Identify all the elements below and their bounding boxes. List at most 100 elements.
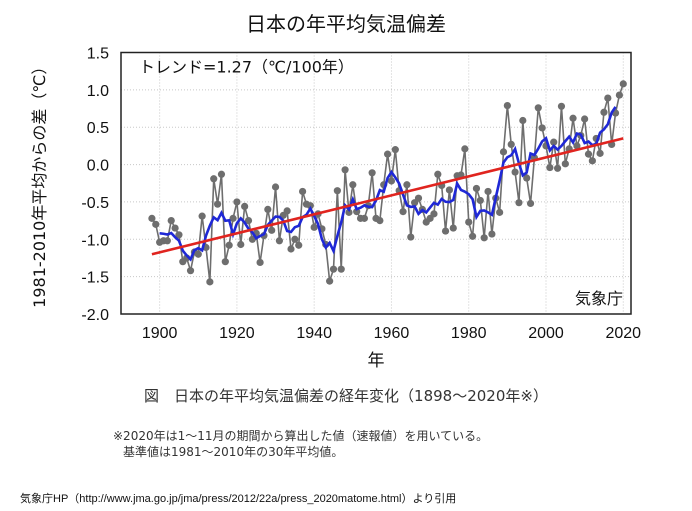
source-citation: 気象庁HP（http://www.jma.go.jp/jma/press/201… (20, 493, 457, 505)
annual-point (515, 199, 523, 207)
annual-point (383, 150, 392, 158)
annual-point (403, 181, 411, 189)
annual-point (526, 199, 535, 208)
annual-point (229, 214, 237, 222)
trend-line (151, 137, 624, 256)
annual-point (584, 150, 593, 158)
running-mean-series (159, 106, 617, 262)
annual-point (194, 250, 202, 258)
annual-point (268, 226, 276, 234)
annual-point (186, 267, 195, 275)
y-tick-label: 1.0 (87, 83, 109, 100)
annual-point (349, 181, 357, 189)
annual-point (476, 196, 484, 205)
annual-point (298, 187, 307, 196)
x-tick-label: 2020 (605, 325, 641, 342)
annual-point (237, 240, 245, 249)
annual-point (275, 237, 284, 245)
annual-point (496, 208, 504, 216)
annual-point (399, 208, 407, 216)
annual-point (213, 200, 222, 208)
annual-point (295, 241, 303, 249)
annual-point (538, 124, 546, 132)
annual-point (553, 164, 562, 172)
annual-point (248, 235, 256, 243)
annual-point (337, 265, 345, 273)
chart: 1.5 1.0 0.5 0.0 -0.5 -1.0 -1.5 -2.0 1900 1920 194… (30, 46, 641, 372)
annual-point (414, 194, 423, 202)
grid (121, 52, 631, 314)
annual-point (600, 108, 608, 116)
y-tick-label: -2.0 (81, 307, 109, 324)
x-tick-label: 2000 (528, 325, 564, 342)
x-tick-label: 1920 (219, 325, 255, 342)
annual-point (519, 116, 527, 125)
annual-point (152, 220, 160, 228)
annual-point (507, 140, 515, 148)
annual-point (619, 80, 627, 88)
x-tick-label: 1980 (451, 325, 487, 342)
source-annotation: 気象庁 (575, 289, 623, 308)
annual-point (163, 237, 171, 245)
annual-point (175, 231, 183, 239)
annual-point (391, 146, 399, 154)
y-tick-label: -1.5 (81, 270, 109, 287)
annual-point (503, 101, 511, 110)
annual-point (604, 94, 612, 102)
annual-point (546, 163, 554, 172)
annual-point (206, 278, 214, 286)
y-tick-label: -1.0 (81, 232, 109, 249)
plot-frame (120, 51, 632, 315)
annual-series (148, 80, 627, 286)
note-line: ※2020年は1〜11月の期間から算出した値（速報値）を用いている。 (113, 429, 489, 443)
annual-point (264, 205, 272, 213)
annual-point (241, 202, 249, 211)
annual-point (329, 265, 338, 273)
annual-point (511, 168, 519, 176)
annual-point (523, 174, 531, 182)
running-mean-line (159, 106, 617, 262)
annual-point (225, 241, 233, 249)
annual-point (441, 227, 450, 235)
trend-series (151, 137, 624, 256)
y-tick-label: 1.5 (87, 46, 109, 63)
annual-point (345, 208, 353, 216)
annual-point (221, 258, 229, 266)
annual-point (341, 166, 349, 174)
note-line: 基準値は1981〜2010年の30年平均値。 (123, 445, 344, 459)
annual-point (472, 184, 481, 193)
annual-point (488, 230, 496, 238)
annual-point (326, 277, 334, 285)
annual-point (233, 198, 241, 206)
annual-point (171, 224, 179, 232)
annual-point (167, 217, 175, 225)
annual-point (480, 234, 488, 242)
annual-point (407, 233, 415, 241)
annual-point (561, 160, 569, 168)
x-tick-label: 1900 (142, 325, 178, 342)
annual-point (573, 142, 581, 150)
y-tick-label: 0.0 (87, 158, 109, 175)
annual-point (291, 235, 299, 243)
trend-annotation: トレンド=1.27（℃/100年） (139, 58, 354, 77)
annual-point (310, 223, 318, 231)
annual-point (287, 245, 295, 253)
x-tick-labels: 1900 1920 1940 1960 1980 2000 2020 (142, 325, 641, 342)
annual-point (461, 145, 469, 153)
annual-point (376, 217, 384, 225)
annual-point (465, 218, 473, 226)
y-axis-label: 1981-2010年平均からの差（℃） (30, 59, 49, 308)
x-axis-label: 年 (368, 351, 385, 371)
annual-point (210, 175, 218, 183)
annual-point (499, 148, 508, 156)
annual-point (271, 183, 280, 191)
annual-point (534, 104, 542, 112)
chart-title: 日本の年平均気温偏差 (246, 12, 446, 36)
annual-point (484, 187, 492, 196)
y-tick-label: -0.5 (81, 195, 109, 212)
y-tick-labels: 1.5 1.0 0.5 0.0 -0.5 -1.0 -1.5 -2.0 (81, 46, 109, 325)
annual-line (151, 83, 625, 282)
figure-notes: ※2020年は1〜11月の期間から算出した値（速報値）を用いている。 基準値は1… (113, 428, 488, 460)
annual-point (217, 170, 226, 178)
annual-point (333, 187, 341, 195)
